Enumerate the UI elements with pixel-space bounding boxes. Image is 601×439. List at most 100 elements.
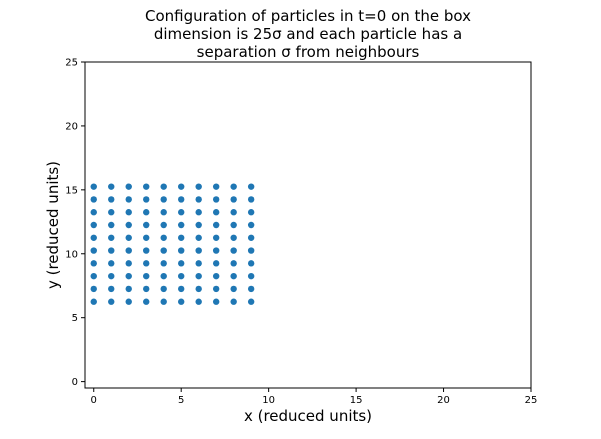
scatter-point — [143, 209, 150, 216]
scatter-point — [178, 272, 185, 280]
scatter-point — [212, 272, 220, 280]
scatter-point — [108, 272, 115, 280]
scatter-point — [178, 234, 185, 241]
scatter-point — [178, 260, 185, 267]
scatter-point — [125, 196, 132, 203]
scatter-point — [212, 221, 220, 229]
scatter-point — [195, 221, 202, 229]
scatter-point — [230, 221, 237, 229]
scatter-point — [195, 209, 202, 216]
scatter-point — [160, 285, 167, 293]
scatter-point — [90, 247, 97, 254]
y-tick-label: 0 — [72, 377, 78, 388]
scatter-point — [143, 183, 150, 190]
x-tick-label: 25 — [525, 395, 538, 406]
chart-title-line-2: dimension is 25σ and each particle has a — [154, 25, 462, 43]
scatter-point — [230, 234, 237, 241]
scatter-point — [160, 260, 167, 267]
scatter-point — [108, 221, 115, 229]
scatter-point — [247, 209, 255, 216]
scatter-point — [247, 285, 255, 293]
scatter-point — [125, 298, 132, 305]
y-tick-label: 5 — [72, 313, 78, 324]
scatter-point — [247, 260, 255, 267]
scatter-point — [212, 260, 220, 267]
scatter-point — [108, 209, 115, 216]
scatter-point — [143, 221, 150, 229]
scatter-point — [90, 272, 97, 280]
scatter-point — [195, 183, 202, 190]
scatter-point — [230, 183, 237, 190]
y-axis-label: y (reduced units) — [44, 161, 62, 289]
scatter-point — [212, 183, 220, 190]
scatter-point — [143, 260, 150, 267]
scatter-point — [125, 247, 132, 254]
points-layer — [90, 183, 255, 305]
scatter-point — [212, 298, 220, 305]
scatter-point — [90, 209, 97, 216]
scatter-point — [108, 196, 115, 203]
x-tick-label: 15 — [350, 395, 363, 406]
scatter-point — [160, 234, 167, 241]
scatter-point — [195, 260, 202, 267]
scatter-point — [125, 183, 132, 190]
scatter-point — [90, 260, 97, 267]
scatter-point — [125, 209, 132, 216]
scatter-point — [90, 285, 97, 293]
scatter-point — [247, 298, 255, 305]
scatter-point — [230, 298, 237, 305]
y-tick-label: 25 — [65, 58, 78, 69]
scatter-point — [143, 234, 150, 241]
scatter-point — [247, 247, 255, 254]
scatter-point — [212, 234, 220, 241]
scatter-point — [178, 285, 185, 293]
scatter-point — [90, 183, 97, 190]
scatter-point — [108, 298, 115, 305]
scatter-point — [178, 209, 185, 216]
scatter-point — [160, 298, 167, 305]
scatter-point — [195, 247, 202, 254]
scatter-point — [247, 221, 255, 229]
scatter-point — [143, 247, 150, 254]
plot-area-frame — [84, 61, 532, 389]
scatter-point — [90, 196, 97, 203]
scatter-point — [195, 196, 202, 203]
scatter-point — [230, 247, 237, 254]
scatter-point — [143, 298, 150, 305]
scatter-point — [178, 196, 185, 203]
y-tick-label: 20 — [65, 121, 78, 132]
scatter-point — [212, 247, 220, 254]
x-tick-label: 0 — [91, 395, 97, 406]
scatter-point — [195, 234, 202, 241]
scatter-point — [247, 272, 255, 280]
scatter-point — [108, 285, 115, 293]
x-tick-label: 20 — [437, 395, 450, 406]
x-axis-ticks: 0 5 10 15 20 25 — [91, 388, 538, 406]
scatter-point — [230, 209, 237, 216]
scatter-point — [108, 234, 115, 241]
x-tick-label: 5 — [178, 395, 184, 406]
x-tick-label: 10 — [262, 395, 275, 406]
scatter-point — [230, 272, 237, 280]
scatter-point — [108, 260, 115, 267]
scatter-point — [160, 247, 167, 254]
scatter-point — [108, 247, 115, 254]
scatter-point — [195, 298, 202, 305]
scatter-point — [108, 183, 115, 190]
y-tick-label: 10 — [65, 249, 78, 260]
scatter-point — [230, 285, 237, 293]
scatter-point — [212, 285, 220, 293]
scatter-point — [125, 285, 132, 293]
scatter-point — [247, 183, 255, 190]
scatter-point — [90, 221, 97, 229]
scatter-point — [178, 298, 185, 305]
scatter-point — [125, 272, 132, 280]
scatter-point — [90, 234, 97, 241]
scatter-point — [90, 298, 97, 305]
y-axis-ticks: 0 5 10 15 20 25 — [65, 58, 85, 388]
scatter-point — [160, 183, 167, 190]
scatter-point — [178, 183, 185, 190]
scatter-point — [143, 285, 150, 293]
